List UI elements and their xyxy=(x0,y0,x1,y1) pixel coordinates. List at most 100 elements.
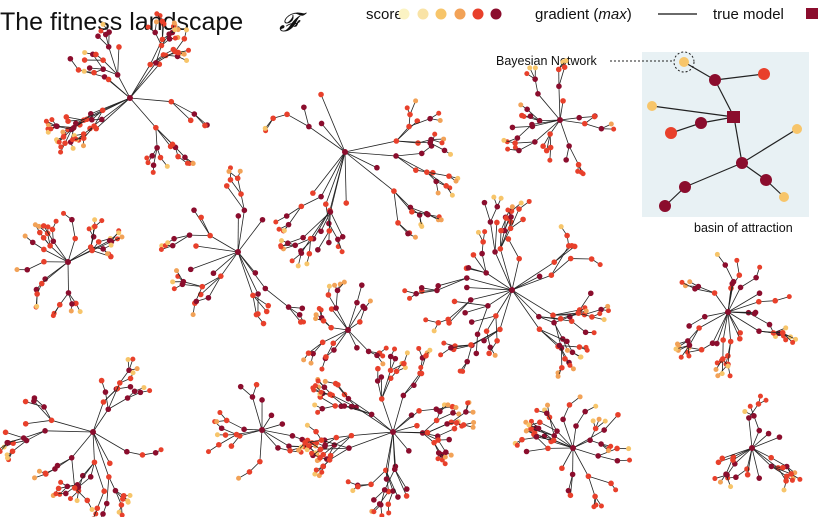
tree-node xyxy=(312,402,318,408)
tree-node xyxy=(302,439,308,446)
tree-node xyxy=(378,374,385,380)
tree-node xyxy=(323,354,329,360)
tree-node xyxy=(92,217,98,223)
tree-node xyxy=(33,286,40,293)
tree-node xyxy=(120,492,127,499)
tree-node xyxy=(498,195,504,201)
tree-node xyxy=(788,471,794,477)
tree-node xyxy=(756,298,762,305)
tree-node xyxy=(68,455,75,461)
inset-node xyxy=(647,101,657,111)
tree-node xyxy=(56,139,62,145)
tree-node xyxy=(427,347,433,353)
tree-node xyxy=(575,161,582,168)
tree-edge xyxy=(33,400,52,421)
tree-node xyxy=(481,199,488,206)
tree-edge xyxy=(495,315,498,341)
tree-node xyxy=(404,350,410,356)
tree-edge xyxy=(511,261,555,291)
inset-edge xyxy=(741,128,798,164)
tree-node xyxy=(222,432,229,438)
tree-node xyxy=(361,305,368,312)
tree-edge xyxy=(515,141,535,144)
tree-node xyxy=(468,319,475,325)
tree-node xyxy=(374,164,380,171)
tree-edge xyxy=(689,327,700,346)
tree-node xyxy=(419,223,425,229)
tree-node xyxy=(77,309,83,315)
tree-node xyxy=(285,304,292,310)
tree-edge xyxy=(770,457,787,467)
tree-node xyxy=(449,192,455,198)
tree-node xyxy=(49,117,55,123)
tree-node xyxy=(451,298,458,305)
tree-node xyxy=(107,460,113,467)
tree-edge xyxy=(202,275,222,287)
tree-node xyxy=(153,124,159,131)
tree-node xyxy=(453,404,459,410)
tree-edge xyxy=(23,430,46,439)
tree-edge xyxy=(550,245,570,276)
tree-node xyxy=(186,47,192,53)
tree-node xyxy=(445,316,451,323)
tree-edge xyxy=(322,329,349,343)
tree-edge xyxy=(302,211,331,238)
tree-node xyxy=(601,317,607,323)
tree-node xyxy=(578,354,584,360)
tree-node xyxy=(118,502,125,508)
tree-node xyxy=(588,256,595,262)
tree-edge xyxy=(539,328,568,342)
tree-node xyxy=(345,395,352,402)
tree-node xyxy=(550,437,557,444)
tree-node xyxy=(101,488,107,494)
tree-node xyxy=(564,232,570,239)
tree-node xyxy=(275,445,281,451)
tree-node xyxy=(158,247,164,253)
tree-node xyxy=(328,324,334,331)
tree-node xyxy=(605,308,611,314)
tree-edge xyxy=(751,433,769,449)
tree-node xyxy=(60,129,66,135)
tree-node xyxy=(38,280,45,287)
inset-node xyxy=(792,124,802,134)
tree-node xyxy=(130,356,136,362)
tree-edge xyxy=(559,119,585,125)
tree-node xyxy=(289,433,296,439)
tree-node xyxy=(67,496,73,502)
tree-node xyxy=(776,434,783,440)
tree-node xyxy=(24,266,31,273)
tree-node xyxy=(314,440,320,446)
tree-node xyxy=(392,355,399,362)
tree-node xyxy=(159,36,166,43)
tree-node xyxy=(69,137,75,143)
tree-node xyxy=(153,19,159,25)
score-swatch xyxy=(417,8,429,20)
tree-node xyxy=(374,352,380,359)
tree-node xyxy=(383,345,389,351)
tree-node xyxy=(556,83,562,90)
tree-edge xyxy=(193,209,211,236)
tree-node xyxy=(163,52,169,59)
tree-node xyxy=(725,363,731,369)
tree xyxy=(402,194,611,379)
tree-edge xyxy=(451,411,467,423)
tree-edge xyxy=(320,94,346,153)
tree-edge xyxy=(129,62,157,99)
tree-node xyxy=(330,340,337,347)
tree-node xyxy=(281,228,287,234)
tree-node xyxy=(286,443,292,450)
tree-node xyxy=(319,339,326,346)
tree-edge xyxy=(172,234,190,246)
tree-node xyxy=(436,110,442,116)
tree-edge xyxy=(395,155,417,171)
score-color-scale xyxy=(398,8,502,20)
tree-edge xyxy=(572,447,599,457)
tree-edge xyxy=(288,306,302,323)
score-swatch xyxy=(472,8,484,20)
tree-node xyxy=(237,383,244,390)
tree-node xyxy=(453,178,459,184)
tree-edge xyxy=(687,327,700,342)
tree-edge xyxy=(748,417,753,449)
tree-node xyxy=(597,262,603,268)
tree-node xyxy=(797,476,803,482)
